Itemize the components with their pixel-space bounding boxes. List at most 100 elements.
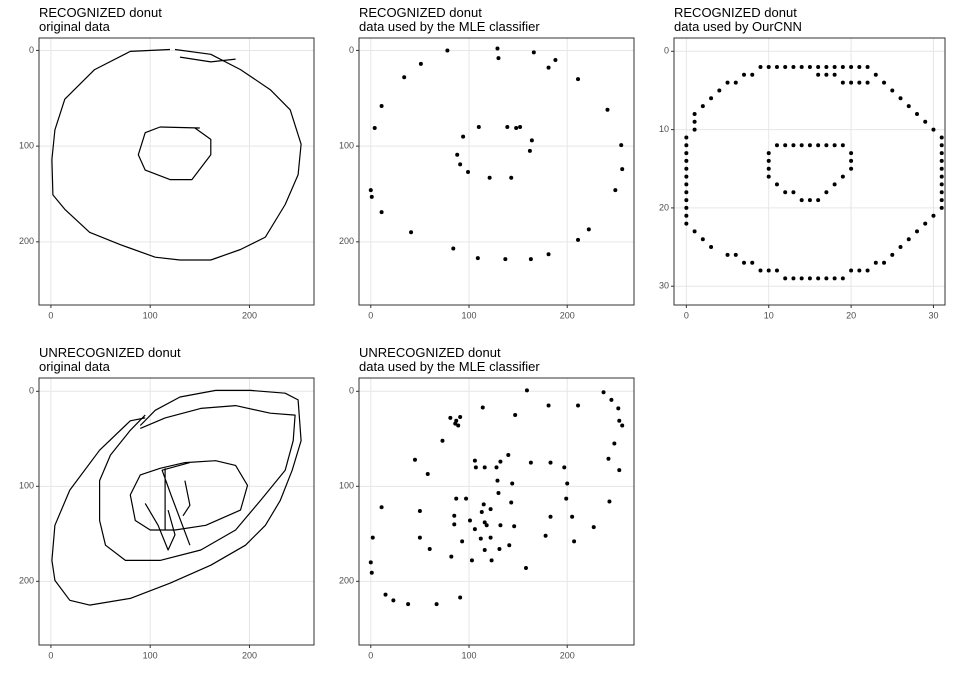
point <box>939 205 944 210</box>
point <box>458 162 463 167</box>
point <box>518 125 523 129</box>
stroke-line <box>51 48 302 261</box>
point <box>417 509 422 514</box>
point <box>523 566 528 571</box>
point <box>939 135 944 140</box>
point <box>448 415 453 420</box>
x-tick-label: 0 <box>48 650 53 660</box>
point <box>849 151 854 156</box>
point <box>564 496 569 501</box>
panel-subtitle: original data <box>39 19 111 34</box>
point <box>512 524 517 529</box>
y-tick-label: 200 <box>339 236 354 246</box>
point <box>791 276 796 281</box>
point <box>873 260 878 265</box>
point <box>601 390 606 395</box>
y-tick-label: 0 <box>29 45 34 55</box>
point <box>543 533 548 538</box>
point <box>478 536 483 541</box>
point <box>591 525 596 530</box>
point <box>849 80 854 85</box>
point <box>576 237 581 242</box>
point <box>890 88 895 93</box>
point <box>774 268 779 273</box>
point <box>742 72 747 77</box>
x-tick-label: 100 <box>143 310 158 320</box>
panel-border <box>358 37 635 306</box>
point <box>440 438 445 443</box>
point <box>449 554 454 559</box>
point <box>774 64 779 69</box>
point <box>700 104 705 109</box>
point <box>425 471 430 476</box>
y-tick-label: 0 <box>349 45 354 55</box>
point <box>857 80 862 85</box>
point <box>489 558 494 563</box>
point <box>824 143 829 148</box>
point <box>931 213 936 218</box>
point <box>766 166 771 171</box>
point <box>832 143 837 148</box>
point <box>482 520 487 525</box>
point <box>684 213 689 218</box>
point <box>466 169 471 174</box>
y-tick-label: 100 <box>339 481 354 491</box>
point <box>456 423 461 428</box>
point <box>832 182 837 187</box>
point <box>939 174 944 179</box>
point <box>467 518 472 523</box>
point <box>528 460 533 465</box>
point <box>849 268 854 273</box>
point <box>546 403 551 408</box>
point <box>799 276 804 281</box>
point <box>383 592 388 597</box>
point <box>434 602 439 607</box>
point <box>684 190 689 195</box>
point <box>923 119 928 124</box>
point <box>369 570 374 575</box>
point <box>472 527 477 532</box>
panel-border <box>38 37 315 306</box>
point <box>495 46 500 51</box>
point <box>832 64 837 69</box>
point <box>531 50 536 55</box>
x-tick-label: 200 <box>242 650 257 660</box>
point <box>857 268 862 273</box>
point <box>460 539 465 544</box>
point <box>766 174 771 179</box>
point <box>418 61 423 66</box>
point <box>458 595 463 600</box>
point <box>882 260 887 265</box>
point <box>774 182 779 187</box>
point <box>546 252 551 257</box>
point <box>684 198 689 203</box>
point <box>570 514 575 519</box>
panel-title: RECOGNIZED donut <box>359 5 482 20</box>
y-tick-label: 100 <box>19 481 34 491</box>
point <box>692 229 697 234</box>
point <box>469 558 474 563</box>
point <box>548 514 553 519</box>
point <box>409 230 414 235</box>
point <box>791 190 796 195</box>
point <box>824 72 829 77</box>
point <box>613 188 618 193</box>
point <box>620 167 625 172</box>
point <box>766 158 771 163</box>
y-tick-label: 100 <box>19 141 34 151</box>
point <box>495 478 500 483</box>
point <box>480 405 485 410</box>
y-tick-label: 0 <box>349 386 354 396</box>
point <box>783 190 788 195</box>
panel-subtitle: original data <box>39 359 111 374</box>
x-tick-label: 200 <box>560 650 575 660</box>
x-tick-label: 0 <box>48 310 53 320</box>
point <box>494 465 499 470</box>
point <box>783 143 788 148</box>
point <box>766 151 771 156</box>
point <box>857 64 862 69</box>
